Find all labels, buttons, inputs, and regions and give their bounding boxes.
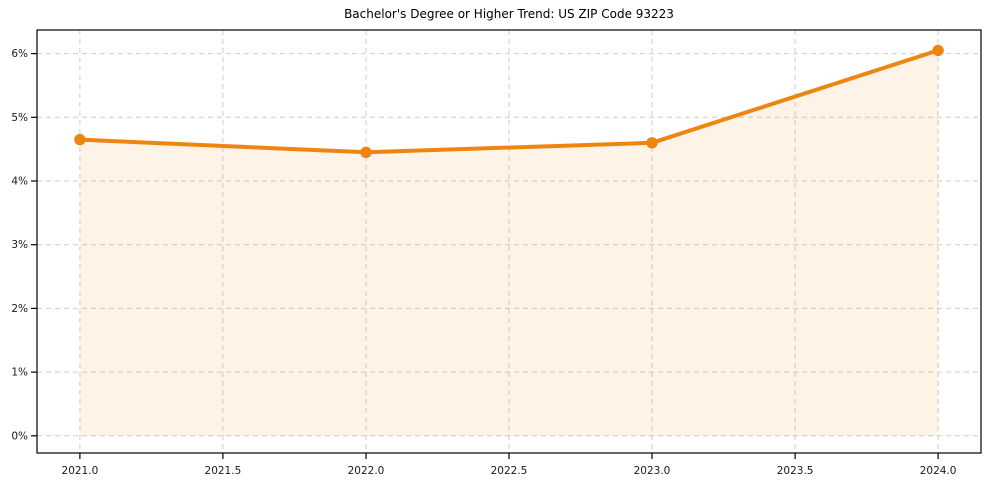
- data-point: [646, 137, 658, 149]
- y-tick-label: 4%: [11, 176, 28, 188]
- data-point: [932, 44, 944, 57]
- trend-line: [77, 48, 941, 155]
- x-tick-label: 2023.0: [634, 465, 671, 477]
- chart-title: Bachelor's Degree or Higher Trend: US ZI…: [344, 7, 674, 21]
- y-tick-label: 1%: [11, 367, 28, 379]
- data-point: [74, 133, 86, 146]
- data-point: [360, 146, 372, 158]
- x-tick-label: 2021.5: [205, 465, 242, 477]
- y-tick-label: 6%: [11, 48, 28, 60]
- y-tick-label: 5%: [11, 112, 28, 124]
- x-tick-label: 2023.5: [777, 465, 814, 477]
- area-fill: [79, 50, 939, 436]
- x-tick-label: 2021.0: [62, 465, 99, 477]
- y-tick-label: 2%: [11, 303, 28, 315]
- y-tick-label: 0%: [11, 430, 28, 442]
- y-tick-label: 3%: [11, 239, 28, 251]
- x-tick-label: 2022.5: [491, 465, 528, 477]
- x-tick-label: 2022.0: [348, 465, 385, 477]
- x-tick-label: 2024.0: [920, 465, 957, 477]
